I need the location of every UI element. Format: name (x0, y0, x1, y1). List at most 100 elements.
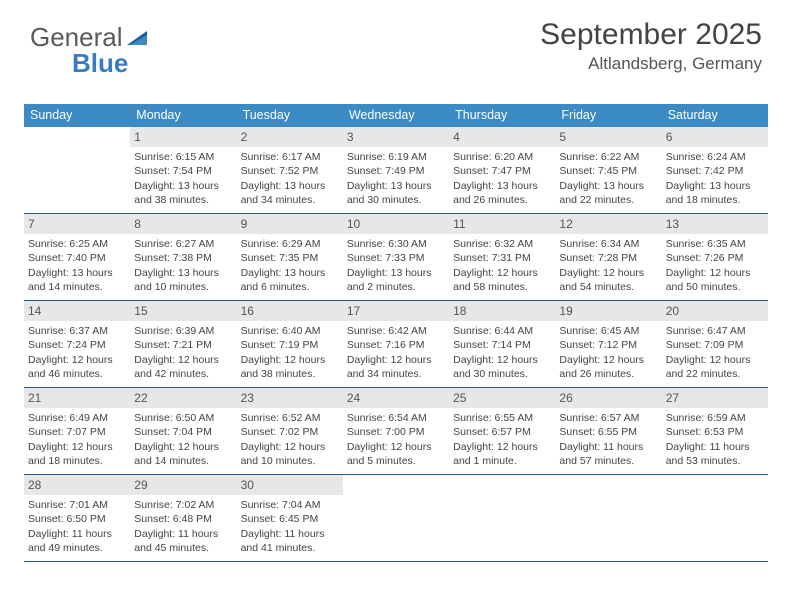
weekday-header: Tuesday (237, 104, 343, 127)
calendar-day-cell: 15Sunrise: 6:39 AMSunset: 7:21 PMDayligh… (130, 301, 236, 387)
calendar-day-cell: 18 Sunrise: 6:44 AMSunset: 7:14 PMDayligh… (449, 301, 555, 387)
sunset-line: Sunset: 7:33 PM (347, 251, 445, 265)
daylight-line: Daylight: 13 hours and 14 minutes. (28, 266, 126, 294)
daylight-line: Daylight: 12 hours and 30 minutes. (453, 353, 551, 381)
sunrise-line: Sunrise: 6:45 AM (559, 324, 657, 338)
calendar-day-cell: 17Sunrise: 6:42 AMSunset: 7:16 PMDayligh… (343, 301, 449, 387)
daylight-line: Daylight: 13 hours and 38 minutes. (134, 179, 232, 207)
day-number: 8 (130, 214, 236, 234)
sunrise-line: Sunrise: 6:39 AM (134, 324, 232, 338)
sunset-line: Sunset: 7:09 PM (666, 338, 764, 352)
sunset-line: Sunset: 6:45 PM (241, 512, 339, 526)
calendar-day-cell (449, 475, 555, 561)
calendar-day-cell (555, 475, 661, 561)
weekday-header: Sunday (24, 104, 130, 127)
day-number: 9 (237, 214, 343, 234)
sunset-line: Sunset: 7:14 PM (453, 338, 551, 352)
sunset-line: Sunset: 7:12 PM (559, 338, 657, 352)
sunrise-line: Sunrise: 6:57 AM (559, 411, 657, 425)
daylight-line: Daylight: 13 hours and 10 minutes. (134, 266, 232, 294)
calendar-day-cell: 5Sunrise: 6:22 AMSunset: 7:45 PMDaylight… (555, 127, 661, 213)
sunset-line: Sunset: 7:35 PM (241, 251, 339, 265)
calendar-day-cell: 30 Sunrise: 7:04 AMSunset: 6:45 PMDayligh… (237, 475, 343, 561)
daylight-line: Daylight: 12 hours and 58 minutes. (453, 266, 551, 294)
day-number: 7 (24, 214, 130, 234)
day-number: 30 (237, 475, 343, 495)
calendar-day-cell: 25Sunrise: 6:55 AMSunset: 6:57 PMDayligh… (449, 388, 555, 474)
sunrise-line: Sunrise: 6:44 AM (453, 324, 551, 338)
calendar-day-cell: 20Sunrise: 6:47 AMSunset: 7:09 PMDayligh… (662, 301, 768, 387)
day-number: 22 (130, 388, 236, 408)
sunrise-line: Sunrise: 6:29 AM (241, 237, 339, 251)
sunrise-line: Sunrise: 6:40 AM (241, 324, 339, 338)
sunset-line: Sunset: 7:54 PM (134, 164, 232, 178)
calendar-day-cell (24, 127, 130, 213)
sunrise-line: Sunrise: 7:02 AM (134, 498, 232, 512)
sunrise-line: Sunrise: 6:50 AM (134, 411, 232, 425)
daylight-line: Daylight: 11 hours and 41 minutes. (241, 527, 339, 555)
sunset-line: Sunset: 6:48 PM (134, 512, 232, 526)
daylight-line: Daylight: 11 hours and 49 minutes. (28, 527, 126, 555)
day-number: 14 (24, 301, 130, 321)
daylight-line: Daylight: 12 hours and 14 minutes. (134, 440, 232, 468)
weekday-header: Friday (555, 104, 661, 127)
calendar-day-cell: 8Sunrise: 6:27 AMSunset: 7:38 PMDaylight… (130, 214, 236, 300)
location-label: Altlandsberg, Germany (540, 54, 762, 74)
sunset-line: Sunset: 7:45 PM (559, 164, 657, 178)
day-number: 3 (343, 127, 449, 147)
daylight-line: Daylight: 12 hours and 26 minutes. (559, 353, 657, 381)
sunrise-line: Sunrise: 6:24 AM (666, 150, 764, 164)
sunset-line: Sunset: 7:52 PM (241, 164, 339, 178)
daylight-line: Daylight: 11 hours and 45 minutes. (134, 527, 232, 555)
calendar-day-cell: 4Sunrise: 6:20 AMSunset: 7:47 PMDaylight… (449, 127, 555, 213)
sunrise-line: Sunrise: 7:04 AM (241, 498, 339, 512)
month-title: September 2025 (540, 18, 762, 52)
weekday-header: Saturday (662, 104, 768, 127)
daylight-line: Daylight: 12 hours and 34 minutes. (347, 353, 445, 381)
brand-logo: General Blue (30, 22, 149, 53)
weekday-header: Monday (130, 104, 236, 127)
day-number: 18 (449, 301, 555, 321)
sunrise-line: Sunrise: 6:49 AM (28, 411, 126, 425)
day-number: 5 (555, 127, 661, 147)
calendar-day-cell: 19Sunrise: 6:45 AMSunset: 7:12 PMDayligh… (555, 301, 661, 387)
day-number: 4 (449, 127, 555, 147)
sunrise-line: Sunrise: 6:52 AM (241, 411, 339, 425)
calendar-day-cell: 27Sunrise: 6:59 AMSunset: 6:53 PMDayligh… (662, 388, 768, 474)
daylight-line: Daylight: 12 hours and 1 minute. (453, 440, 551, 468)
calendar-week-row: 1Sunrise: 6:15 AMSunset: 7:54 PMDaylight… (24, 127, 768, 214)
calendar-week-row: 28Sunrise: 7:01 AMSunset: 6:50 PMDayligh… (24, 475, 768, 562)
calendar-day-cell: 26Sunrise: 6:57 AMSunset: 6:55 PMDayligh… (555, 388, 661, 474)
day-number: 25 (449, 388, 555, 408)
sunset-line: Sunset: 6:53 PM (666, 425, 764, 439)
sunset-line: Sunset: 6:50 PM (28, 512, 126, 526)
daylight-line: Daylight: 12 hours and 42 minutes. (134, 353, 232, 381)
calendar-day-cell: 7Sunrise: 6:25 AMSunset: 7:40 PMDaylight… (24, 214, 130, 300)
brand-part2: Blue (72, 48, 128, 79)
sunrise-line: Sunrise: 6:30 AM (347, 237, 445, 251)
sunrise-line: Sunrise: 6:32 AM (453, 237, 551, 251)
sunrise-line: Sunrise: 6:54 AM (347, 411, 445, 425)
daylight-line: Daylight: 13 hours and 30 minutes. (347, 179, 445, 207)
day-number: 26 (555, 388, 661, 408)
weekday-header-row: Sunday Monday Tuesday Wednesday Thursday… (24, 104, 768, 127)
daylight-line: Daylight: 13 hours and 2 minutes. (347, 266, 445, 294)
calendar-week-row: 21Sunrise: 6:49 AMSunset: 7:07 PMDayligh… (24, 388, 768, 475)
day-number: 13 (662, 214, 768, 234)
day-number: 17 (343, 301, 449, 321)
sunset-line: Sunset: 7:02 PM (241, 425, 339, 439)
sunrise-line: Sunrise: 6:22 AM (559, 150, 657, 164)
sunset-line: Sunset: 7:49 PM (347, 164, 445, 178)
sunrise-line: Sunrise: 6:35 AM (666, 237, 764, 251)
day-number: 2 (237, 127, 343, 147)
header-right: September 2025 Altlandsberg, Germany (540, 18, 762, 74)
daylight-line: Daylight: 12 hours and 22 minutes. (666, 353, 764, 381)
calendar-day-cell: 9Sunrise: 6:29 AMSunset: 7:35 PMDaylight… (237, 214, 343, 300)
day-number: 20 (662, 301, 768, 321)
sunset-line: Sunset: 7:04 PM (134, 425, 232, 439)
sunrise-line: Sunrise: 6:17 AM (241, 150, 339, 164)
sunset-line: Sunset: 7:38 PM (134, 251, 232, 265)
calendar-day-cell: 10Sunrise: 6:30 AMSunset: 7:33 PMDayligh… (343, 214, 449, 300)
sunrise-line: Sunrise: 6:42 AM (347, 324, 445, 338)
day-number: 1 (130, 127, 236, 147)
